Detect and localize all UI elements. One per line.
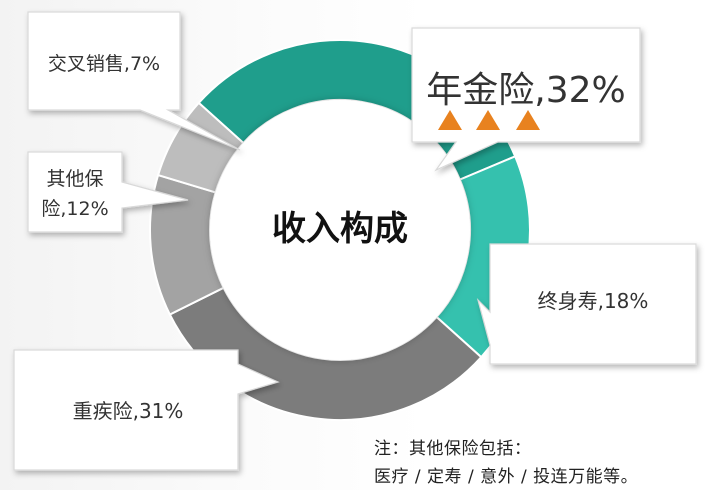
callout-annuity: 年金险,32%: [411, 27, 641, 172]
callouts: 交叉销售,7% 其他保 险,12% 重疾险,31% 终身寿,18% 年金险,32: [13, 11, 697, 471]
callout-cross-sell: 交叉销售,7%: [27, 11, 241, 151]
callout-label-other-line2: 险,12%: [41, 198, 108, 220]
callout-whole-life: 终身寿,18%: [476, 243, 697, 365]
callout-other: 其他保 险,12%: [27, 151, 189, 233]
note-line-2: 医疗 / 定寿 / 意外 / 投连万能等。: [374, 467, 639, 487]
callout-label-critical-illness: 重疾险,31%: [73, 399, 184, 423]
callout-label-other-line1: 其他保: [46, 168, 103, 190]
marker-triangle-1: [438, 110, 462, 130]
donut-hole: [210, 100, 470, 360]
marker-triangle-3: [516, 110, 540, 130]
marker-triangle-2: [476, 110, 500, 130]
chart-title: 收入构成: [272, 209, 408, 249]
callout-label-cross-sell: 交叉销售,7%: [48, 53, 160, 75]
note-line-1: 注：其他保险包括：: [374, 439, 532, 459]
callout-label-annuity: 年金险,32%: [426, 70, 625, 111]
callout-label-whole-life: 终身寿,18%: [538, 289, 649, 313]
callout-critical-illness: 重疾险,31%: [13, 349, 280, 471]
